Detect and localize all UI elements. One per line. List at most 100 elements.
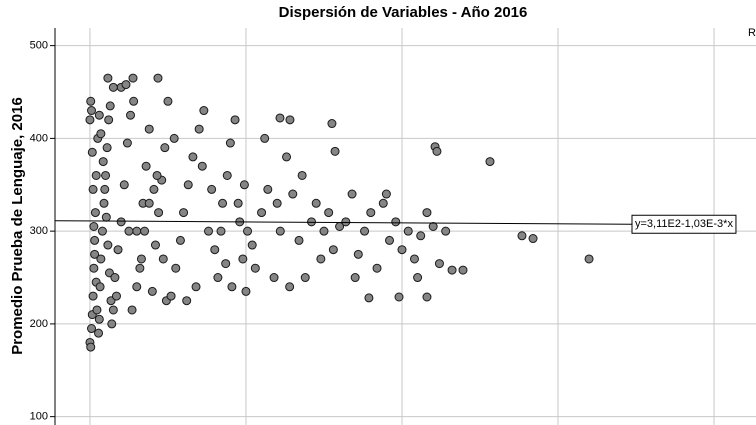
point [257,208,267,218]
point [297,170,307,180]
point [128,73,138,83]
point [132,282,142,292]
point [422,292,432,302]
point [90,235,100,245]
point [171,263,181,273]
point [104,115,114,125]
point [149,184,159,194]
point [584,254,594,264]
point [285,282,295,292]
point [103,73,113,83]
point [385,235,395,245]
point [197,161,207,171]
point [90,208,100,218]
point [263,184,273,194]
point [191,282,201,292]
fit-label: y=3,11E2-1,03E-3*x [635,218,733,230]
point [154,208,164,218]
point [272,198,282,208]
point [113,245,123,255]
point [250,263,260,273]
point [87,106,97,116]
point [413,273,423,283]
y-tick-label: 400 [30,132,48,144]
point [183,180,193,190]
point [94,328,104,338]
point [230,115,240,125]
point [403,226,413,236]
point [129,96,139,106]
point [378,198,388,208]
point [153,73,163,83]
point [85,115,95,125]
point [163,96,173,106]
y-tick-label: 100 [30,411,48,423]
point [96,254,106,264]
point [86,342,96,352]
point [111,291,121,301]
point [152,170,162,180]
point [126,110,136,120]
point [127,305,137,315]
point [116,217,126,227]
point [394,292,404,302]
point [88,184,98,194]
point [98,157,108,167]
point [391,217,401,227]
point [316,254,326,264]
point [319,226,329,236]
point [341,217,351,227]
point [372,263,382,273]
point [347,189,357,199]
point [432,146,442,156]
point [90,249,100,259]
point [99,198,109,208]
point [207,184,217,194]
point [222,170,232,180]
point [216,226,226,236]
point [241,286,251,296]
point [441,226,451,236]
point [210,245,220,255]
point [103,240,113,250]
point [166,291,176,301]
point [101,212,111,222]
point [247,240,257,250]
point [141,161,151,171]
point [158,254,168,264]
point [381,189,391,199]
point [350,273,360,283]
point [260,133,270,143]
point [233,198,243,208]
point [327,119,337,129]
point [89,222,99,231]
point [269,273,279,283]
point [92,305,102,315]
point [239,180,249,190]
point [199,106,209,116]
y-tick-label: 200 [30,318,48,330]
point [121,80,131,90]
point [100,184,110,194]
chart-title: Dispersión de Variables - Año 2016 [279,4,528,21]
point [285,115,295,125]
point [447,265,457,275]
point [311,198,321,208]
point [204,226,214,236]
point [225,138,235,148]
point [144,198,154,208]
point [175,235,185,245]
point [91,170,101,180]
point [409,254,419,264]
fit-line [54,220,633,225]
point [397,245,407,255]
point [324,208,334,218]
point [282,152,292,162]
point [122,138,132,148]
point [136,254,146,264]
y-tick-label: 300 [30,225,48,237]
y-tick-label: 500 [30,40,48,52]
point [364,293,374,303]
point [328,245,338,255]
